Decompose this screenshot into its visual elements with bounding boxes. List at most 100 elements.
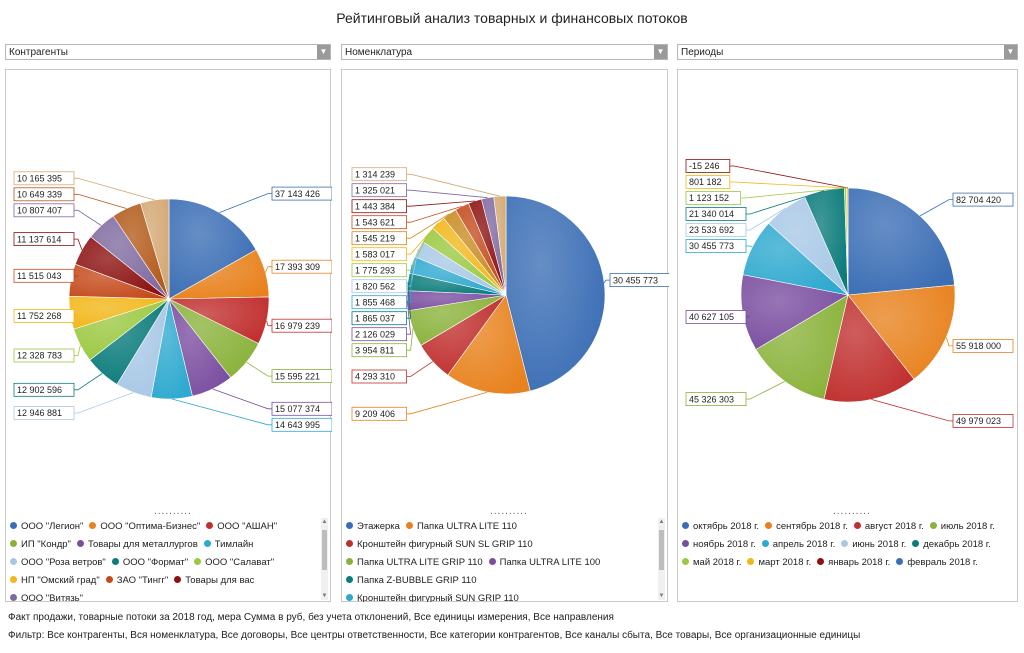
legend-item[interactable]: ООО "Роза ветров" xyxy=(10,554,106,572)
legend-scrollbar[interactable]: ▲ ▼ xyxy=(658,518,665,600)
legend-item[interactable]: ЗАО "Тингг" xyxy=(105,572,169,590)
legend-swatch xyxy=(10,557,17,565)
legend-item[interactable]: октябрь 2018 г. xyxy=(682,518,759,536)
data-label: 45 326 303 xyxy=(689,394,734,404)
legend-more-dots[interactable]: .......... xyxy=(154,506,192,517)
legend-item[interactable]: февраль 2018 г. xyxy=(896,554,978,572)
data-label-box xyxy=(685,207,747,221)
data-label-box xyxy=(952,338,1014,353)
data-label-box xyxy=(351,295,407,310)
data-label: 17 393 309 xyxy=(275,262,320,272)
legend-swatch xyxy=(10,521,17,529)
leader-line xyxy=(406,264,413,303)
legend-item[interactable]: Товары для вас xyxy=(174,572,254,590)
data-label-box xyxy=(685,310,747,324)
data-label: 40 627 105 xyxy=(689,312,734,322)
legend-item[interactable]: Папка ULTRA LITE GRIP 110 xyxy=(346,554,483,572)
leader-line xyxy=(74,209,102,226)
legend-item[interactable]: март 2018 г. xyxy=(747,554,811,572)
legend-item[interactable]: август 2018 г. xyxy=(853,518,924,536)
chevron-down-icon[interactable]: ▼ xyxy=(654,45,667,59)
legend-label: Папка ULTRA LITE 110 xyxy=(416,521,517,532)
legend-item[interactable]: июль 2018 г. xyxy=(929,518,995,536)
legend-scrollbar[interactable]: ▲ ▼ xyxy=(321,518,328,600)
legend-item[interactable]: май 2018 г. xyxy=(682,554,741,572)
legend-item[interactable]: апрель 2018 г. xyxy=(761,536,835,554)
legend-item[interactable]: ИП "Кондр" xyxy=(10,536,71,554)
legend-item[interactable]: Папка ULTRA LITE 110 xyxy=(405,518,517,536)
legend-item[interactable]: Кронштейн фигурный SUN GRIP 110 xyxy=(346,590,519,602)
legend-item[interactable]: Папка Z-BUBBLE GRIP 110 xyxy=(346,572,476,590)
data-label-box xyxy=(685,159,731,173)
legend-item[interactable]: ноябрь 2018 г. xyxy=(682,536,756,554)
legend-item[interactable]: Тимлайн xyxy=(203,536,253,554)
legend-more-dots[interactable]: .......... xyxy=(833,506,871,517)
leader-line xyxy=(266,320,272,327)
legend-item[interactable]: ООО "Оптима-Бизнес" xyxy=(89,518,200,536)
legend-label: Кронштейн фигурный SUN GRIP 110 xyxy=(357,593,519,602)
legend-item[interactable]: сентябрь 2018 г. xyxy=(765,518,848,536)
leader-line xyxy=(406,391,488,415)
legend-item[interactable]: ООО "АШАН" xyxy=(206,518,277,536)
legend-label: Товары для вас xyxy=(185,575,255,586)
legend-more-dots[interactable]: .......... xyxy=(490,506,528,517)
legend-swatch xyxy=(76,539,84,547)
pie-slice-0[interactable] xyxy=(847,187,955,296)
legend-item[interactable]: январь 2018 г. xyxy=(817,554,890,572)
pie-slice-1[interactable] xyxy=(847,284,956,380)
legend-item[interactable]: декабрь 2018 г. xyxy=(912,536,991,554)
data-label-box xyxy=(685,239,747,253)
legend-swatch xyxy=(89,521,97,529)
legend-item[interactable]: Этажерка xyxy=(346,518,400,536)
scroll-up-icon[interactable]: ▲ xyxy=(658,519,665,525)
legend-item[interactable]: ООО "Витязь" xyxy=(10,590,83,602)
legend-label: август 2018 г. xyxy=(864,521,924,532)
data-label: 30 455 773 xyxy=(689,241,734,251)
legend-swatch xyxy=(747,557,755,565)
pie-slice-0[interactable] xyxy=(168,198,257,300)
scroll-down-icon[interactable]: ▼ xyxy=(658,593,665,599)
data-label-box xyxy=(13,348,75,363)
data-label-box xyxy=(351,183,407,198)
leader-line xyxy=(406,281,412,319)
scrollbar-thumb[interactable] xyxy=(659,530,664,570)
legend-item[interactable]: ООО "Формат" xyxy=(111,554,188,572)
data-label: 1 543 621 xyxy=(355,217,395,227)
pie-slices xyxy=(740,187,956,403)
scrollbar-thumb[interactable] xyxy=(322,530,327,570)
data-label-box xyxy=(351,263,407,278)
legend-item[interactable]: Товары для металлургов xyxy=(76,536,198,554)
legend-label: ООО "Витязь" xyxy=(21,593,83,602)
nomenclature-dropdown[interactable]: Номенклатура ▼ xyxy=(341,44,668,60)
scroll-up-icon[interactable]: ▲ xyxy=(321,519,328,525)
leader-line xyxy=(746,245,753,248)
chevron-down-icon[interactable]: ▼ xyxy=(1004,45,1017,59)
pie-slice-0[interactable] xyxy=(505,195,606,392)
legend-item[interactable]: ООО "Салават" xyxy=(194,554,274,572)
legend-label: ЗАО "Тингг" xyxy=(116,575,169,586)
chevron-down-icon[interactable]: ▼ xyxy=(317,45,330,59)
scroll-down-icon[interactable]: ▼ xyxy=(321,593,328,599)
pie-slice-1[interactable] xyxy=(447,294,531,395)
legend-label: ООО "Салават" xyxy=(205,557,275,568)
periods-legend: октябрь 2018 г. сентябрь 2018 г. август 20… xyxy=(682,518,1012,602)
legend-item[interactable]: Кронштейн фигурный SUN SL GRIP 110 xyxy=(346,536,533,554)
data-label: 11 137 614 xyxy=(17,234,61,244)
leader-line xyxy=(406,234,428,271)
footer-filter-text: Фильтр: Все контрагенты, Вся номенклатур… xyxy=(8,630,861,641)
legend-item[interactable]: НП "Омский град" xyxy=(10,572,100,590)
legend-item[interactable]: Папка ULTRA LITE 100 xyxy=(488,554,600,572)
contractors-dropdown[interactable]: Контрагенты ▼ xyxy=(5,44,331,60)
pie-slice-14[interactable] xyxy=(493,195,507,296)
pie-slice-3[interactable] xyxy=(755,294,849,400)
legend-swatch xyxy=(10,575,17,583)
legend-label: ноябрь 2018 г. xyxy=(693,539,756,550)
legend-item[interactable]: июнь 2018 г. xyxy=(841,536,906,554)
legend-item[interactable]: ООО "Легион" xyxy=(10,518,83,536)
leader-line xyxy=(246,361,272,377)
periods-dropdown[interactable]: Периоды ▼ xyxy=(677,44,1018,60)
pie-slice-14[interactable] xyxy=(140,198,170,300)
data-label-box xyxy=(351,369,407,384)
legend-swatch xyxy=(203,539,211,547)
leader-line xyxy=(406,200,475,207)
